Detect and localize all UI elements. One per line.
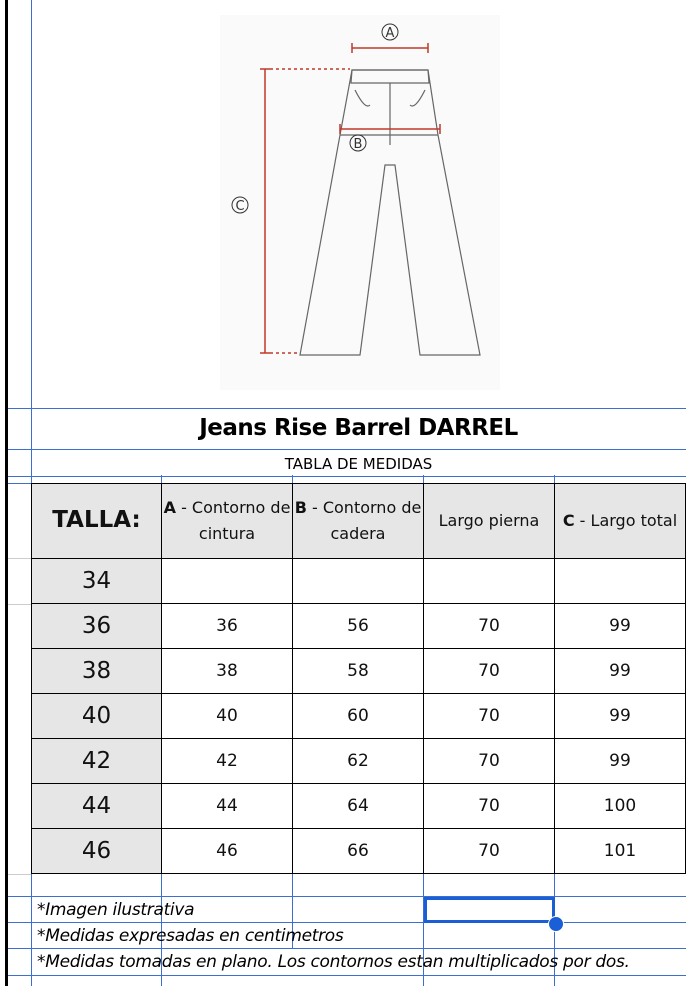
fill-handle[interactable] xyxy=(548,916,564,932)
table-row: 40 40 60 70 99 xyxy=(31,693,686,739)
row-line xyxy=(8,558,31,559)
value-cell[interactable]: 70 xyxy=(423,603,555,649)
label-b: B xyxy=(354,137,363,152)
value-cell[interactable]: 36 xyxy=(161,603,293,649)
gridline xyxy=(161,475,162,483)
size-cell[interactable]: 40 xyxy=(31,693,162,739)
value-cell[interactable]: 99 xyxy=(554,693,686,739)
jeans-measurement-diagram: A B C xyxy=(220,15,500,390)
table-subtitle: TABLA DE MEDIDAS xyxy=(284,455,433,473)
label-a: A xyxy=(386,26,395,41)
row-line xyxy=(8,604,31,605)
value-cell[interactable]: 46 xyxy=(161,828,293,874)
value-cell[interactable] xyxy=(161,558,293,604)
gridline xyxy=(423,475,424,483)
product-title: Jeans Rise Barrel DARREL xyxy=(199,415,518,441)
value-cell[interactable]: 62 xyxy=(292,738,424,784)
value-cell[interactable]: 99 xyxy=(554,648,686,694)
value-cell[interactable] xyxy=(554,558,686,604)
table-row: 34 xyxy=(31,558,686,604)
size-cell[interactable]: 42 xyxy=(31,738,162,784)
note-medidas[interactable]: *Medidas expresadas en centimetros xyxy=(37,926,344,946)
value-cell[interactable]: 44 xyxy=(161,783,293,829)
gridline xyxy=(8,975,686,976)
gridline xyxy=(8,408,686,409)
gridline xyxy=(292,874,293,949)
value-cell[interactable]: 38 xyxy=(161,648,293,694)
gridline xyxy=(8,948,686,949)
value-cell[interactable]: 70 xyxy=(423,693,555,739)
size-cell[interactable]: 46 xyxy=(31,828,162,874)
selected-cell[interactable] xyxy=(424,897,555,923)
value-cell[interactable]: 56 xyxy=(292,603,424,649)
value-cell[interactable]: 70 xyxy=(423,738,555,784)
header-cadera[interactable]: B - Contorno de cadera xyxy=(292,483,424,559)
value-cell[interactable]: 99 xyxy=(554,738,686,784)
value-cell[interactable]: 70 xyxy=(423,648,555,694)
value-cell[interactable]: 58 xyxy=(292,648,424,694)
table-row: 38 38 58 70 99 xyxy=(31,648,686,694)
table-row: 46 46 66 70 101 xyxy=(31,828,686,874)
gridline xyxy=(8,922,686,923)
note-imagen[interactable]: *Imagen ilustrativa xyxy=(37,900,195,920)
gridline xyxy=(161,874,162,986)
header-largo-total[interactable]: C - Largo total xyxy=(554,483,686,559)
value-cell[interactable] xyxy=(423,558,555,604)
gridline xyxy=(554,475,555,483)
value-cell[interactable]: 101 xyxy=(554,828,686,874)
size-cell[interactable]: 34 xyxy=(31,558,162,604)
gridline xyxy=(8,476,686,477)
value-cell[interactable]: 100 xyxy=(554,783,686,829)
size-cell[interactable]: 36 xyxy=(31,603,162,649)
sheet-left-border xyxy=(5,0,8,986)
size-cell[interactable]: 38 xyxy=(31,648,162,694)
value-cell[interactable]: 42 xyxy=(161,738,293,784)
header-talla[interactable]: TALLA: xyxy=(31,483,162,559)
gridline xyxy=(292,475,293,483)
gridline xyxy=(8,449,686,450)
label-c: C xyxy=(235,199,244,214)
table-row: 36 36 56 70 99 xyxy=(31,603,686,649)
size-table: TALLA: A - Contorno de cintura B - Conto… xyxy=(31,483,686,874)
value-cell[interactable]: 60 xyxy=(292,693,424,739)
size-cell[interactable]: 44 xyxy=(31,783,162,829)
value-cell[interactable]: 99 xyxy=(554,603,686,649)
table-row: 44 44 64 70 100 xyxy=(31,783,686,829)
value-cell[interactable]: 40 xyxy=(161,693,293,739)
value-cell[interactable] xyxy=(292,558,424,604)
value-cell[interactable]: 70 xyxy=(423,828,555,874)
value-cell[interactable]: 66 xyxy=(292,828,424,874)
value-cell[interactable]: 64 xyxy=(292,783,424,829)
gridline xyxy=(423,874,424,986)
note-plano[interactable]: *Medidas tomadas en plano. Los contornos… xyxy=(37,952,630,972)
value-cell[interactable]: 70 xyxy=(423,783,555,829)
header-largo-pierna[interactable]: Largo pierna xyxy=(423,483,555,559)
table-row: 42 42 62 70 99 xyxy=(31,738,686,784)
gridline xyxy=(8,896,686,897)
header-cintura[interactable]: A - Contorno de cintura xyxy=(161,483,293,559)
row-line xyxy=(8,874,31,875)
